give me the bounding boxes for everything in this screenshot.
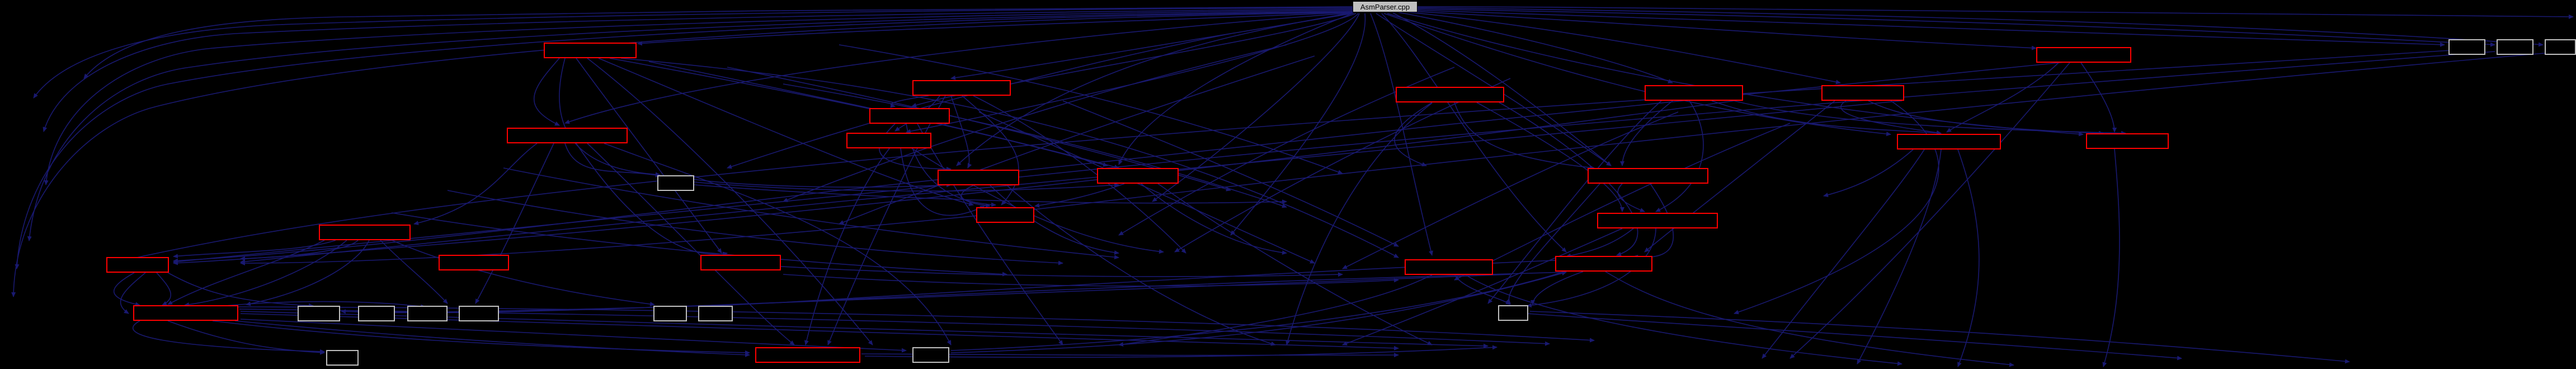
- graph-node[interactable]: [544, 43, 637, 58]
- graph-node[interactable]: [912, 80, 1011, 96]
- graph-node[interactable]: [869, 108, 950, 124]
- graph-node[interactable]: [1588, 168, 1708, 184]
- graph-node[interactable]: [2545, 39, 2576, 55]
- graph-node[interactable]: [2497, 39, 2533, 55]
- graph-node[interactable]: [698, 306, 733, 321]
- graph-node[interactable]: [1645, 85, 1743, 101]
- graph-node[interactable]: [912, 347, 949, 363]
- graph-node[interactable]: [106, 257, 169, 273]
- graph-node[interactable]: [2036, 47, 2131, 63]
- graph-node[interactable]: [319, 225, 411, 240]
- graph-node[interactable]: [1555, 256, 1652, 272]
- graph-node[interactable]: [298, 306, 340, 321]
- graph-node[interactable]: [976, 207, 1034, 223]
- graph-node[interactable]: [1097, 168, 1179, 184]
- graph-node[interactable]: [1405, 259, 1493, 275]
- graph-node[interactable]: [755, 347, 860, 363]
- graph-node[interactable]: [846, 133, 931, 148]
- graph-node[interactable]: [459, 306, 499, 321]
- root-node-label: AsmParser.cpp: [1360, 2, 1410, 11]
- graph-node[interactable]: [938, 170, 1019, 185]
- graph-node[interactable]: [657, 175, 694, 191]
- graph-root-node[interactable]: AsmParser.cpp: [1353, 1, 1417, 12]
- graph-node[interactable]: [1821, 85, 1904, 101]
- graph-node[interactable]: [2448, 39, 2485, 55]
- graph-node[interactable]: [507, 128, 628, 143]
- graph-node[interactable]: [1396, 87, 1504, 102]
- graph-node[interactable]: [133, 305, 238, 321]
- graph-node[interactable]: [2086, 133, 2169, 149]
- graph-node[interactable]: [439, 255, 509, 270]
- graph-node[interactable]: [407, 306, 448, 321]
- graph-node[interactable]: [1498, 305, 1528, 321]
- graph-node[interactable]: [700, 255, 781, 270]
- graph-node[interactable]: [1597, 213, 1718, 228]
- graph-node[interactable]: [358, 306, 395, 321]
- graph-node[interactable]: [1897, 134, 2001, 150]
- graph-node[interactable]: [653, 306, 687, 321]
- graph-node[interactable]: [326, 350, 359, 366]
